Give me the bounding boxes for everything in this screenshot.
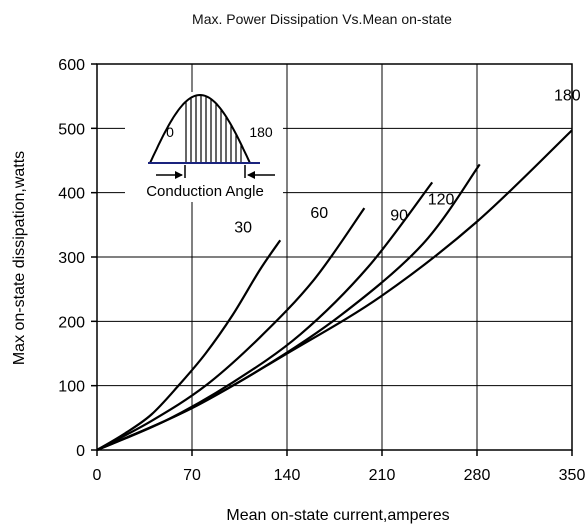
curve-label-60: 60	[310, 205, 328, 222]
curve-180	[96, 129, 573, 452]
inset-hatch-lines	[185, 95, 242, 163]
y-tick-label: 500	[58, 121, 85, 138]
inset-right-arrowhead	[247, 171, 255, 179]
y-axis-label: Max on-state dissipation,watts	[11, 151, 28, 365]
x-tick-label: 70	[183, 467, 201, 484]
inset-caption: Conduction Angle	[146, 183, 264, 200]
y-tick-label: 100	[58, 379, 85, 396]
curve-label-120: 120	[428, 191, 455, 208]
conduction-angle-inset: 0 180 Conduction Angle	[125, 92, 283, 202]
curve-group	[96, 129, 573, 452]
x-axis-ticks: 0 70 140 210 280 350	[93, 450, 586, 484]
y-tick-label: 200	[58, 314, 85, 331]
inset-left-arrowhead	[175, 171, 183, 179]
y-tick-label: 600	[58, 57, 85, 74]
curve-label-90: 90	[390, 207, 408, 224]
y-tick-label: 300	[58, 250, 85, 267]
y-tick-label: 400	[58, 186, 85, 203]
y-axis-ticks: 0 100 200 300 400 500 600	[58, 57, 97, 460]
chart-title: Max. Power Dissipation Vs.Mean on-state	[192, 11, 452, 27]
x-tick-label: 0	[93, 467, 102, 484]
inset-180-label: 180	[249, 124, 273, 140]
curve-label-group: 30 60 90 120 180	[234, 87, 581, 236]
x-tick-label: 140	[274, 467, 301, 484]
x-tick-label: 280	[464, 467, 491, 484]
curve-30	[96, 239, 282, 451]
y-tick-label: 0	[76, 443, 85, 460]
curve-label-30: 30	[234, 219, 252, 236]
curve-label-180: 180	[554, 87, 581, 104]
inset-zero-label: 0	[166, 124, 174, 140]
x-tick-label: 350	[559, 467, 586, 484]
sine-half-wave	[149, 93, 251, 164]
x-axis-label: Mean on-state current,amperes	[226, 507, 449, 524]
curve-60	[96, 207, 366, 451]
x-tick-label: 210	[369, 467, 396, 484]
inset-background	[125, 92, 283, 202]
